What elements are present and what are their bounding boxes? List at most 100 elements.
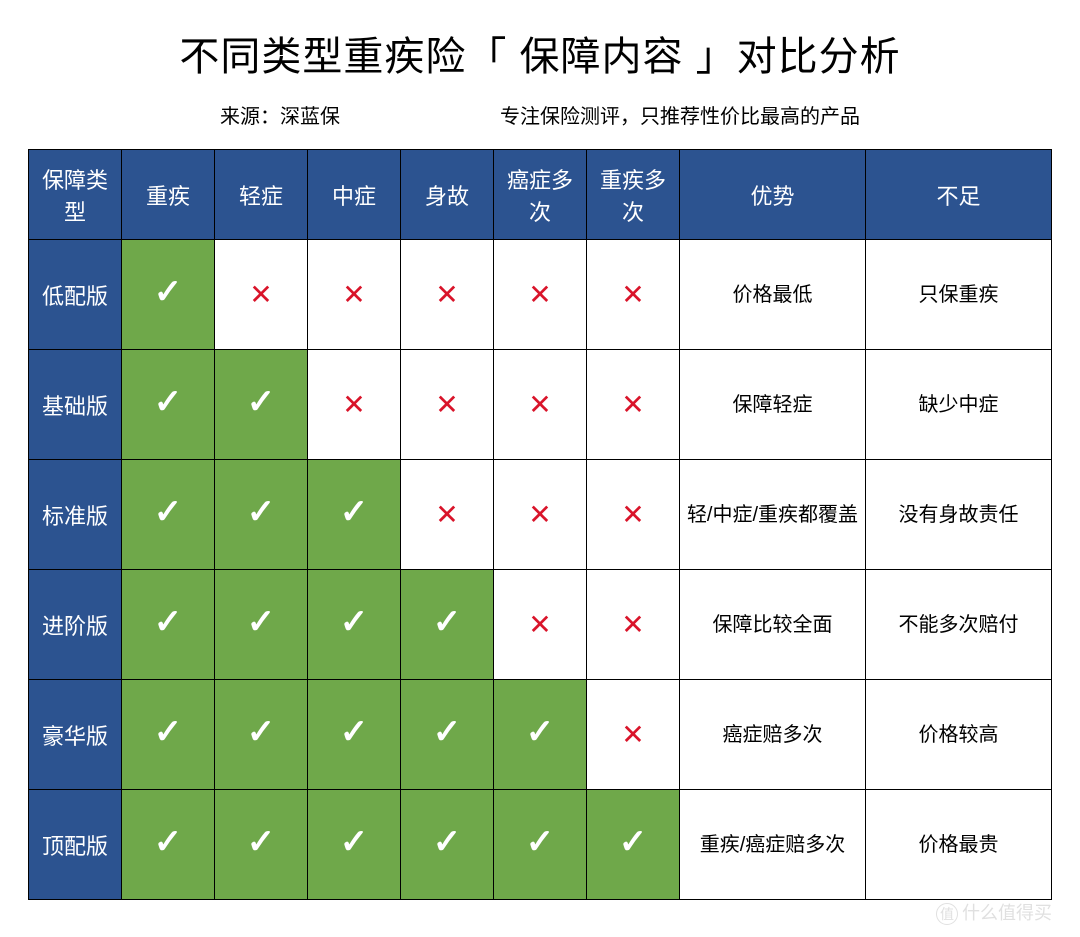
coverage-cell	[401, 680, 494, 790]
coverage-cell	[494, 790, 587, 900]
col-header-coverage: 重疾多次	[587, 150, 680, 240]
coverage-cell	[215, 350, 308, 460]
coverage-cell: ✕	[587, 460, 680, 570]
check-icon	[337, 715, 371, 749]
row-label: 进阶版	[29, 570, 122, 680]
cross-icon: ✕	[621, 718, 644, 751]
cross-icon: ✕	[621, 278, 644, 311]
check-icon	[151, 275, 185, 309]
table-header-row: 保障类型 重疾 轻症 中症 身故 癌症多次 重疾多次 优势 不足	[29, 150, 1052, 240]
cross-icon: ✕	[342, 388, 365, 421]
cross-icon: ✕	[435, 388, 458, 421]
advantage-cell: 癌症赔多次	[680, 680, 866, 790]
col-header-coverage: 重疾	[122, 150, 215, 240]
table-row: 标准版 ✕ ✕ ✕ 轻/中症/重疾都覆盖没有身故责任	[29, 460, 1052, 570]
check-icon	[151, 715, 185, 749]
coverage-cell	[308, 790, 401, 900]
check-icon	[337, 605, 371, 639]
coverage-cell: ✕	[401, 460, 494, 570]
cross-icon: ✕	[528, 498, 551, 531]
cross-icon: ✕	[249, 278, 272, 311]
coverage-cell	[122, 570, 215, 680]
advantage-cell: 轻/中症/重疾都覆盖	[680, 460, 866, 570]
disadvantage-cell: 只保重疾	[866, 240, 1052, 350]
coverage-cell: ✕	[494, 240, 587, 350]
col-header-coverage: 中症	[308, 150, 401, 240]
coverage-cell	[122, 460, 215, 570]
cross-icon: ✕	[621, 608, 644, 641]
watermark-text: 什么值得买	[962, 903, 1052, 923]
check-icon	[244, 495, 278, 529]
cross-icon: ✕	[621, 498, 644, 531]
disadvantage-cell: 没有身故责任	[866, 460, 1052, 570]
col-header-disadvantage: 不足	[866, 150, 1052, 240]
subtitle-row: 来源：深蓝保 专注保险测评，只推荐性价比最高的产品	[28, 100, 1052, 129]
check-icon	[151, 605, 185, 639]
coverage-cell: ✕	[587, 240, 680, 350]
table-row: 豪华版 ✕ 癌症赔多次价格较高	[29, 680, 1052, 790]
table-row: 基础版 ✕ ✕ ✕ ✕ 保障轻症缺少中症	[29, 350, 1052, 460]
cross-icon: ✕	[528, 608, 551, 641]
coverage-cell	[215, 570, 308, 680]
coverage-cell	[122, 240, 215, 350]
check-icon	[337, 825, 371, 859]
cross-icon: ✕	[342, 278, 365, 311]
disadvantage-cell: 价格较高	[866, 680, 1052, 790]
check-icon	[523, 715, 557, 749]
coverage-cell	[308, 680, 401, 790]
coverage-cell: ✕	[215, 240, 308, 350]
check-icon	[523, 825, 557, 859]
check-icon	[244, 605, 278, 639]
row-label: 豪华版	[29, 680, 122, 790]
advantage-cell: 重疾/癌症赔多次	[680, 790, 866, 900]
coverage-cell	[308, 570, 401, 680]
check-icon	[616, 825, 650, 859]
row-label: 顶配版	[29, 790, 122, 900]
cross-icon: ✕	[528, 388, 551, 421]
coverage-cell	[308, 460, 401, 570]
advantage-cell: 价格最低	[680, 240, 866, 350]
coverage-cell: ✕	[308, 240, 401, 350]
col-header-coverage: 身故	[401, 150, 494, 240]
row-label: 标准版	[29, 460, 122, 570]
comparison-table: 保障类型 重疾 轻症 中症 身故 癌症多次 重疾多次 优势 不足 低配版 ✕ ✕ ✕ ✕…	[28, 149, 1052, 900]
coverage-cell: ✕	[494, 350, 587, 460]
coverage-cell: ✕	[587, 350, 680, 460]
row-label: 基础版	[29, 350, 122, 460]
advantage-cell: 保障比较全面	[680, 570, 866, 680]
advantage-cell: 保障轻症	[680, 350, 866, 460]
coverage-cell: ✕	[494, 460, 587, 570]
cross-icon: ✕	[621, 388, 644, 421]
coverage-cell: ✕	[587, 570, 680, 680]
check-icon	[430, 715, 464, 749]
check-icon	[337, 495, 371, 529]
coverage-cell: ✕	[587, 680, 680, 790]
check-icon	[151, 385, 185, 419]
disadvantage-cell: 缺少中症	[866, 350, 1052, 460]
table-row: 低配版 ✕ ✕ ✕ ✕ ✕ 价格最低只保重疾	[29, 240, 1052, 350]
coverage-cell	[401, 570, 494, 680]
coverage-cell: ✕	[494, 570, 587, 680]
coverage-cell	[587, 790, 680, 900]
page-title: 不同类型重疾险「 保障内容 」对比分析	[28, 24, 1052, 82]
coverage-cell	[494, 680, 587, 790]
disadvantage-cell: 不能多次赔付	[866, 570, 1052, 680]
subtitle-tagline: 专注保险测评，只推荐性价比最高的产品	[500, 100, 860, 129]
table-row: 顶配版 重疾/癌症赔多次价格最贵	[29, 790, 1052, 900]
cross-icon: ✕	[435, 498, 458, 531]
coverage-cell: ✕	[308, 350, 401, 460]
table-row: 进阶版 ✕ ✕ 保障比较全面不能多次赔付	[29, 570, 1052, 680]
coverage-cell	[122, 680, 215, 790]
table-body: 低配版 ✕ ✕ ✕ ✕ ✕ 价格最低只保重疾基础版 ✕ ✕ ✕ ✕ 保障轻症缺少中症标准版 ✕ ✕ ✕ 轻/中…	[29, 240, 1052, 900]
cross-icon: ✕	[528, 278, 551, 311]
col-header-coverage: 轻症	[215, 150, 308, 240]
cross-icon: ✕	[435, 278, 458, 311]
col-header-type: 保障类型	[29, 150, 122, 240]
disadvantage-cell: 价格最贵	[866, 790, 1052, 900]
coverage-cell: ✕	[401, 350, 494, 460]
row-label: 低配版	[29, 240, 122, 350]
check-icon	[430, 605, 464, 639]
coverage-cell	[401, 790, 494, 900]
check-icon	[430, 825, 464, 859]
check-icon	[151, 495, 185, 529]
